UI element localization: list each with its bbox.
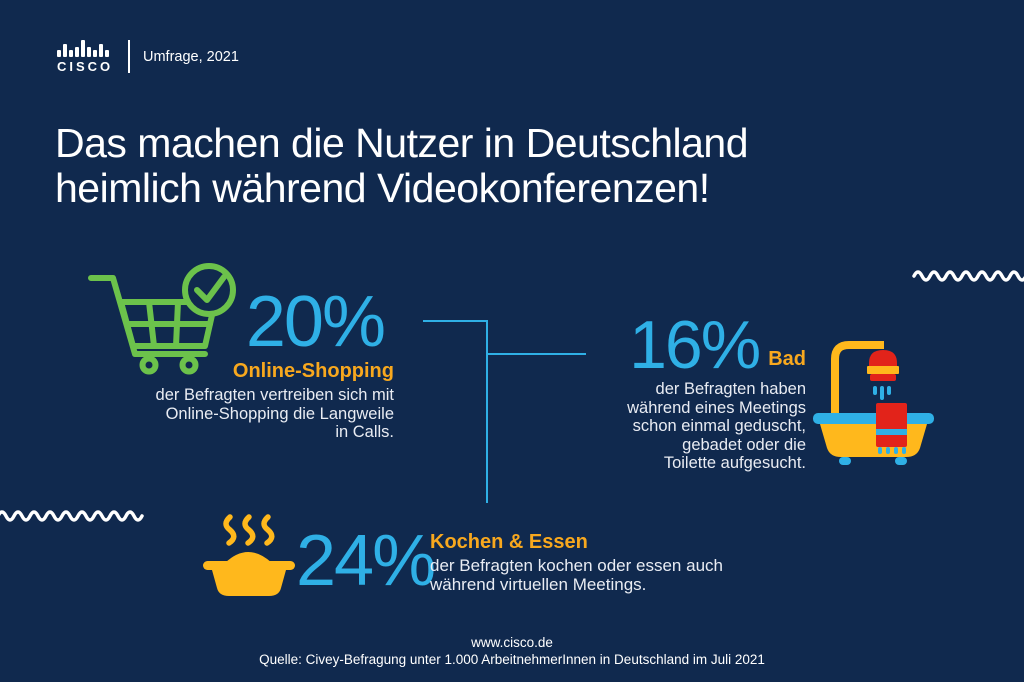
desc-line: gebadet oder die bbox=[682, 435, 806, 454]
shopping-cart-check-icon bbox=[88, 263, 236, 375]
desc-line: während eines Meetings bbox=[627, 398, 806, 417]
desc-line: Online-Shopping die Langweile bbox=[165, 404, 394, 423]
cisco-logo: CISCO bbox=[57, 40, 113, 74]
connector-line-horizontal-2 bbox=[488, 353, 586, 355]
page-title: Das machen die Nutzer in Deutschland hei… bbox=[55, 120, 749, 211]
stat-value-online-shopping: 20% bbox=[245, 282, 386, 362]
desc-line: in Calls. bbox=[335, 423, 394, 441]
desc-line: während virtuellen Meetings. bbox=[430, 574, 647, 594]
cisco-bridge-bars-icon bbox=[57, 40, 113, 57]
title-line-2: heimlich während Videokonferenzen! bbox=[55, 165, 710, 211]
stat-label-online-shopping: Online-Shopping bbox=[232, 360, 394, 382]
desc-line: der Befragten kochen oder essen auch bbox=[430, 556, 723, 575]
stat-label-bad: Bad bbox=[768, 348, 806, 370]
wavy-line-decoration-left bbox=[0, 510, 144, 522]
stat-label-kochen-essen: Kochen & Essen bbox=[430, 531, 588, 553]
desc-line: schon einmal geduscht, bbox=[632, 417, 806, 435]
cisco-brand-text: CISCO bbox=[57, 59, 114, 74]
stat-block-kochen-essen: Kochen & Essen der Befragten kochen oder… bbox=[430, 531, 760, 594]
title-line-1: Das machen die Nutzer in Deutschland bbox=[55, 120, 749, 166]
cooking-pot-steam-icon bbox=[203, 514, 295, 596]
desc-line: Toilette aufgesucht. bbox=[663, 454, 806, 472]
connector-line-horizontal-1 bbox=[423, 320, 487, 322]
stat-block-online-shopping: 20% Online-Shopping der Befragten vertre… bbox=[134, 282, 394, 442]
wavy-line-decoration-right bbox=[912, 270, 1024, 282]
footer: www.cisco.de Quelle: Civey-Befragung unt… bbox=[0, 635, 1024, 667]
stat-description-kochen-essen: der Befragten kochen oder essen auch wäh… bbox=[430, 556, 760, 594]
stat-value-bad: 16% bbox=[629, 307, 761, 383]
footer-source: Quelle: Civey-Befragung unter 1.000 Arbe… bbox=[259, 651, 765, 667]
header-divider bbox=[128, 40, 130, 73]
desc-line: der Befragten vertreiben sich mit bbox=[155, 386, 394, 404]
header-subtitle: Umfrage, 2021 bbox=[143, 49, 239, 65]
connector-line-vertical bbox=[486, 320, 488, 503]
bathtub-shower-icon bbox=[813, 341, 934, 465]
stat-block-bad: 16% Bad der Befragten haben während eine… bbox=[560, 307, 806, 473]
stat-value-kochen-essen: 24% bbox=[296, 521, 436, 601]
stat-description-online-shopping: der Befragten vertreiben sich mit Online… bbox=[134, 386, 394, 442]
footer-url: www.cisco.de bbox=[471, 635, 553, 650]
stat-description-bad: der Befragten haben während eines Meetin… bbox=[560, 380, 806, 473]
desc-line: der Befragten haben bbox=[655, 380, 806, 398]
